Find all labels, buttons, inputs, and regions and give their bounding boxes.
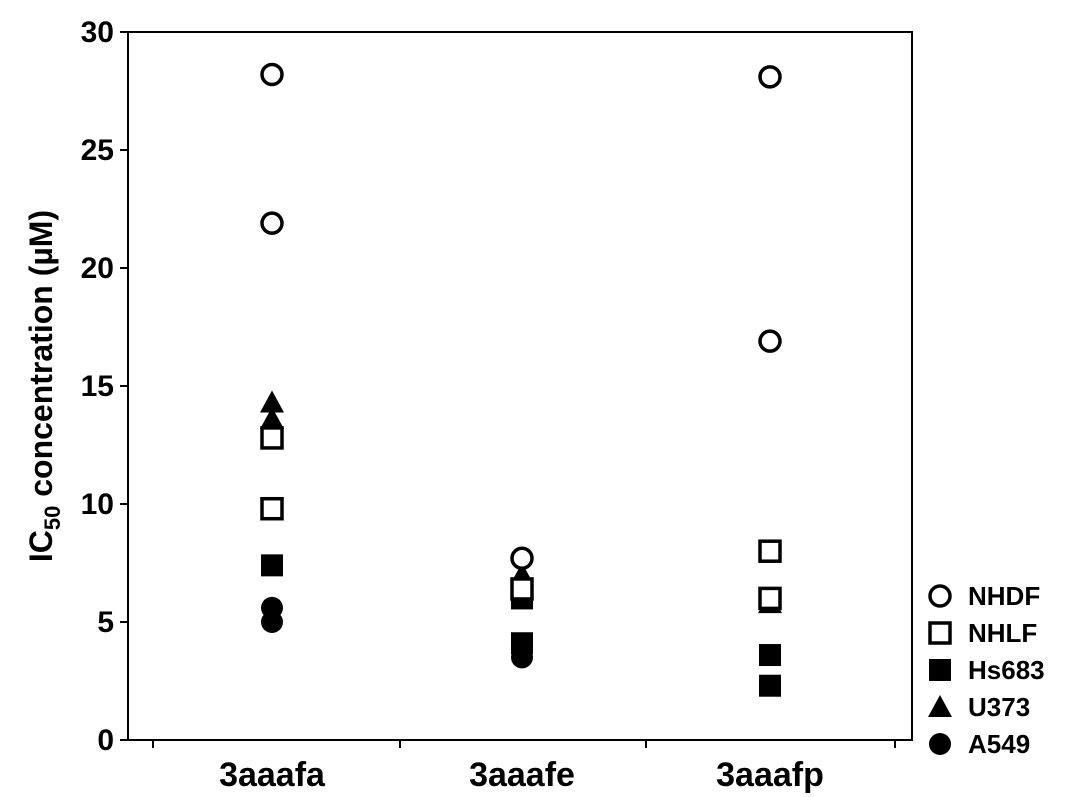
point-nhdf: [260, 62, 284, 87]
point-hs683: [261, 554, 283, 577]
point-nhlf: [510, 577, 534, 601]
y-tick-label: 20: [81, 252, 114, 285]
point-nhlf: [758, 586, 782, 611]
point-nhdf: [758, 65, 782, 89]
legend-label: U373: [968, 692, 1030, 722]
legend-label: A549: [968, 729, 1030, 759]
point-hs683: [511, 632, 533, 655]
legend-marker: [928, 621, 952, 645]
y-axis-title: IC50 concentration (µM): [23, 210, 65, 562]
legend-label: NHDF: [968, 581, 1040, 611]
legend-item-a549: A549: [929, 729, 1030, 759]
legend-item-u373: U373: [928, 692, 1030, 722]
y-tick-label: 15: [81, 370, 114, 403]
point-nhlf: [260, 426, 284, 450]
point-hs683: [759, 674, 781, 697]
x-category-label: 3aaafe: [469, 756, 575, 794]
y-tick-label: 30: [81, 16, 114, 49]
point-nhlf: [260, 496, 284, 521]
point-u373: [260, 407, 284, 430]
legend-marker: [928, 584, 952, 608]
x-category-label: 3aaafa: [219, 756, 326, 794]
point-nhdf: [260, 211, 284, 235]
y-tick-label: 5: [97, 606, 114, 639]
y-axis: 0 5 10 15 20 25 30: [81, 16, 128, 757]
y-tick-label: 0: [97, 724, 114, 757]
point-a549: [261, 611, 283, 633]
legend-marker: [929, 733, 951, 755]
y-axis-title-subscript: 50: [40, 506, 65, 530]
x-category-label: 3aaafp: [716, 756, 824, 794]
point-nhdf: [510, 546, 534, 571]
data-points: [260, 62, 782, 697]
legend-item-hs683: Hs683: [929, 655, 1045, 685]
legend-label: Hs683: [968, 655, 1045, 685]
legend-item-nhlf: NHLF: [928, 618, 1037, 648]
point-u373: [260, 390, 284, 413]
point-hs683: [759, 644, 781, 667]
legend: NHDF NHLF Hs683 U373 A549: [928, 581, 1045, 759]
y-tick-label: 10: [81, 488, 114, 521]
y-tick-label: 25: [81, 134, 114, 167]
legend-label: NHLF: [968, 618, 1037, 648]
x-axis: 3aaafa 3aaafe 3aaafp: [152, 740, 896, 794]
point-nhlf: [758, 539, 782, 563]
legend-marker: [928, 695, 952, 717]
point-nhdf: [758, 329, 782, 353]
legend-item-nhdf: NHDF: [928, 581, 1040, 611]
legend-marker: [929, 659, 951, 681]
